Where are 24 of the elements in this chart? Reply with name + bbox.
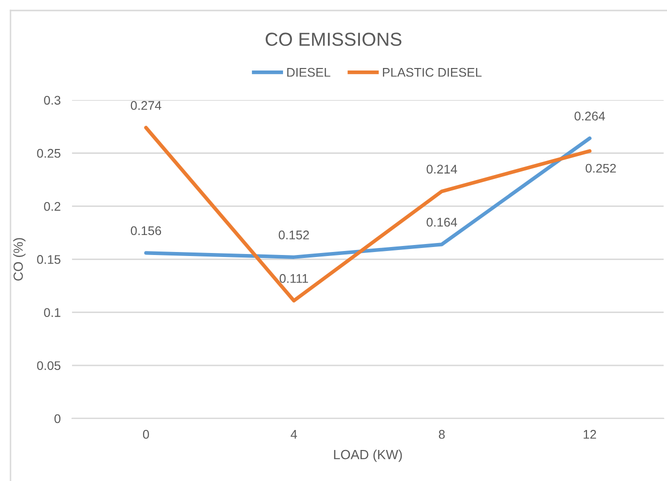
data-label: 0.214: [426, 164, 458, 174]
y-tick-label: 0.1: [44, 308, 60, 317]
y-tick-label: 0.15: [37, 255, 60, 264]
x-tick-label: 4: [290, 430, 298, 439]
data-label: 0.164: [426, 218, 458, 227]
x-axis-title: LOAD (KW): [334, 450, 402, 462]
y-tick-label: 0: [54, 414, 60, 424]
data-label: 0.274: [130, 101, 162, 110]
legend-label: PLASTIC DIESEL: [382, 68, 482, 77]
y-axis-title: CO (%): [13, 238, 26, 281]
legend-label: DIESEL: [287, 68, 330, 77]
x-tick-label: 0: [143, 430, 149, 439]
y-tick-label: 0.2: [44, 202, 60, 211]
x-tick-label: 8: [438, 430, 445, 439]
data-label: 0.264: [574, 112, 605, 121]
data-label: 0.252: [586, 164, 616, 173]
data-label: 0.111: [280, 274, 308, 283]
y-tick-label: 0.25: [37, 148, 60, 158]
data-label: 0.152: [278, 230, 309, 240]
x-tick-label: 12: [584, 430, 596, 439]
data-label: 0.156: [130, 226, 162, 236]
y-tick-label: 0.3: [44, 96, 60, 105]
chart-title: CO EMISSIONS: [266, 32, 402, 46]
y-tick-label: 0.05: [37, 361, 60, 370]
